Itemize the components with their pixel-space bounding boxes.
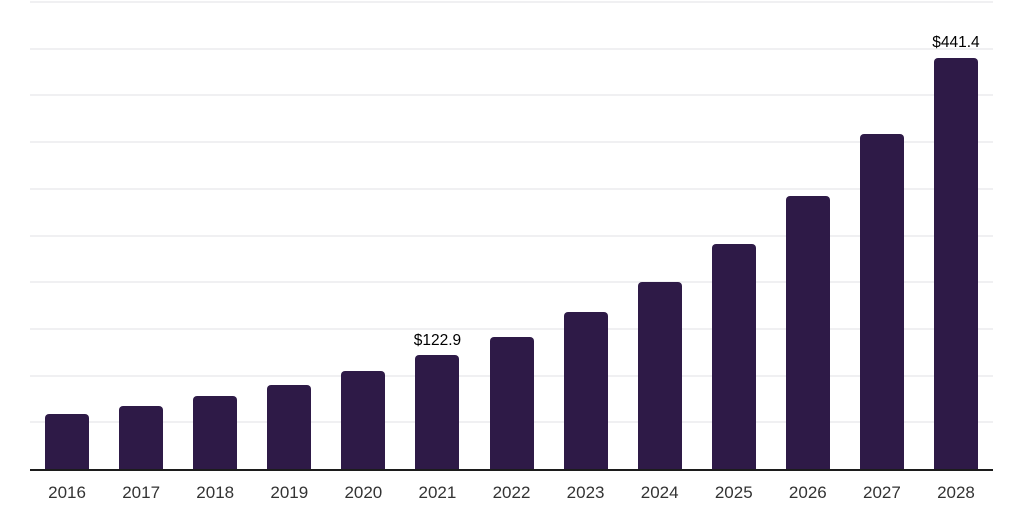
bar-2019 xyxy=(267,384,312,470)
bar-slot-2020 xyxy=(326,3,400,470)
x-tick-label-2025: 2025 xyxy=(714,483,753,502)
bar-slot-2018 xyxy=(178,3,252,470)
x-tick-label-2028: 2028 xyxy=(937,483,975,502)
bar-slot-2026 xyxy=(771,3,845,470)
x-tick-label-2016: 2016 xyxy=(48,483,86,502)
bar-2023 xyxy=(563,311,608,470)
x-tick-label-2026: 2026 xyxy=(788,483,827,502)
bar-2018 xyxy=(193,396,238,470)
x-tick-label-2027: 2027 xyxy=(862,483,901,502)
plot-area: $122.9 $441.4 xyxy=(30,1,993,470)
x-tick-label-2022: 2022 xyxy=(492,483,531,502)
bar-slot-2019 xyxy=(252,3,326,470)
bar-2027 xyxy=(859,134,904,470)
x-tick-label-2017: 2017 xyxy=(122,483,161,502)
bar-2026 xyxy=(785,195,830,470)
bar-slot-2022 xyxy=(474,3,548,470)
bar-slot-2025 xyxy=(697,3,771,470)
x-tick-label-2020: 2020 xyxy=(344,483,383,502)
bar-slot-2017 xyxy=(104,3,178,470)
bar-2025 xyxy=(711,244,756,470)
bar-2024 xyxy=(637,281,682,470)
bar-slot-2027 xyxy=(845,3,919,470)
x-tick-label-2021: 2021 xyxy=(418,483,457,502)
bar-2021 xyxy=(415,355,460,470)
bar-2017 xyxy=(119,406,164,470)
bar-slot-2021: $122.9 xyxy=(400,3,474,470)
bar-2020 xyxy=(341,371,386,470)
bar-slot-2016 xyxy=(30,3,104,470)
bar-2022 xyxy=(489,336,534,470)
x-axis-line xyxy=(30,469,993,471)
bar-2028 xyxy=(933,57,978,470)
bar-slot-2023 xyxy=(549,3,623,470)
bar-value-label-2028: $441.4 xyxy=(932,34,980,52)
bar-slot-2028: $441.4 xyxy=(919,3,993,470)
bar-slot-2024 xyxy=(623,3,697,470)
bar-2016 xyxy=(45,413,90,470)
x-tick-label-2024: 2024 xyxy=(640,483,679,502)
x-tick-label-2018: 2018 xyxy=(196,483,235,502)
x-tick-label-2023: 2023 xyxy=(566,483,605,502)
bars-container: $122.9 $441.4 xyxy=(30,3,993,470)
x-axis-labels: 2016 2017 2018 2019 2020 2021 2022 2023 2024 2025… xyxy=(30,481,993,505)
x-tick-label-2019: 2019 xyxy=(270,483,309,502)
bar-value-label-2021: $122.9 xyxy=(413,331,462,349)
